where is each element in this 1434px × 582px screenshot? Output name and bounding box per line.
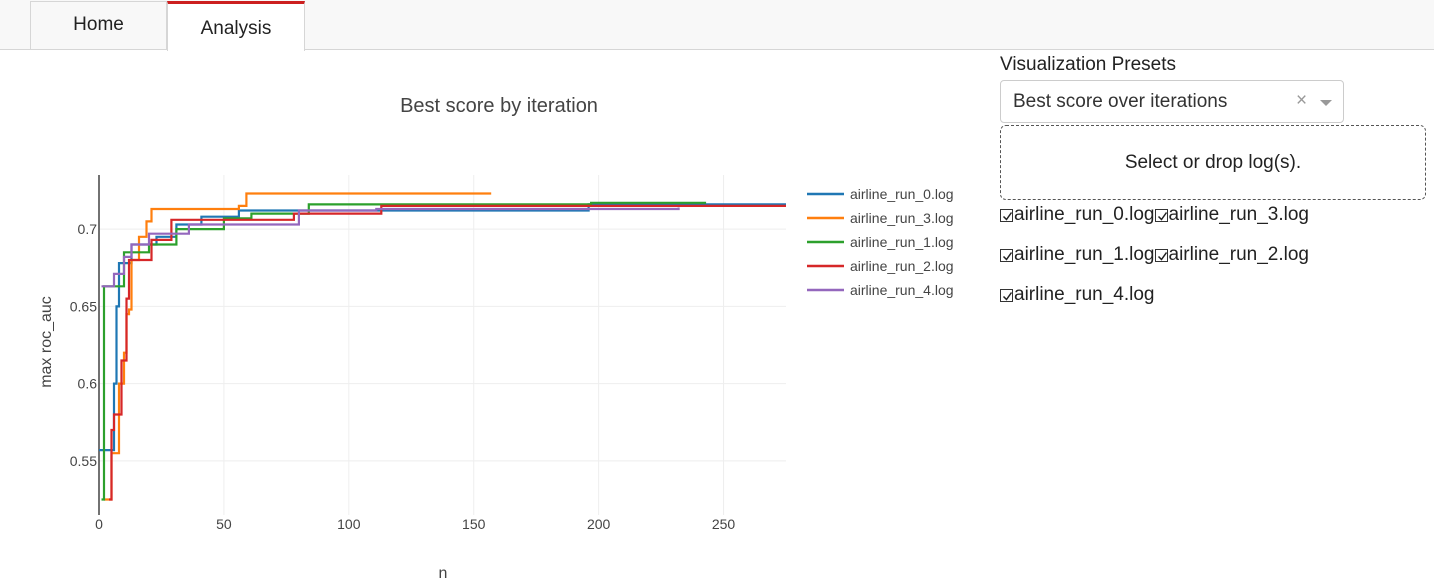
presets-selected-value: Best score over iterations — [1013, 91, 1228, 112]
log-checkbox-run-0[interactable]: airline_run_0.log — [1000, 203, 1155, 227]
x-tick-label: 0 — [95, 516, 103, 532]
checkbox-icon[interactable] — [1000, 249, 1013, 262]
legend-label-2: airline_run_1.log — [850, 234, 954, 250]
log-dropzone[interactable]: Select or drop log(s). — [1000, 125, 1426, 200]
log-checkbox-run-1[interactable]: airline_run_1.log — [1000, 243, 1155, 267]
series-line-0 — [99, 203, 786, 452]
chart-title: Best score by iteration — [400, 95, 598, 117]
best-score-chart: 0 50 100 150 200 250 0.55 0.6 0.65 0.7 Best score … — [38, 95, 954, 582]
chevron-down-icon[interactable] — [1320, 100, 1332, 106]
checkbox-icon[interactable] — [1000, 289, 1013, 302]
y-tick-label: 0.7 — [78, 221, 98, 237]
dropzone-text: Select or drop log(s). — [1124, 151, 1302, 173]
checkbox-icon[interactable] — [1154, 209, 1168, 222]
legend-label-3: airline_run_2.log — [850, 258, 954, 274]
y-tick-label: 0.65 — [70, 298, 97, 314]
x-tick-label: 200 — [587, 516, 611, 532]
legend-label-0: airline_run_0.log — [850, 186, 954, 202]
log-checkbox-run-3[interactable]: airline_run_3.log — [1154, 203, 1310, 227]
log-label: airline_run_4.log — [1014, 284, 1155, 305]
tab-bar: Home Analysis — [0, 0, 1434, 51]
log-label: airline_run_0.log — [1014, 204, 1155, 225]
presets-label: Visualization Presets — [1000, 54, 1177, 75]
log-checklist: airline_run_0.log airline_run_3.log airli… — [1000, 203, 1400, 323]
legend-label-1: airline_run_3.log — [850, 210, 954, 226]
log-checkbox-run-2[interactable]: airline_run_2.log — [1154, 243, 1310, 267]
tab-analysis[interactable]: Analysis — [167, 1, 305, 51]
x-tick-label: 150 — [462, 516, 486, 532]
checkbox-icon[interactable] — [1154, 249, 1168, 262]
checkbox-icon[interactable] — [1000, 209, 1013, 222]
log-label: airline_run_1.log — [1014, 244, 1155, 265]
y-tick-label: 0.6 — [78, 376, 98, 392]
log-checkbox-run-4[interactable]: airline_run_4.log — [1000, 283, 1155, 307]
series-line-4 — [101, 207, 680, 288]
series-line-2 — [101, 201, 707, 501]
clear-icon[interactable]: × — [1296, 90, 1308, 111]
x-axis-label: n — [439, 565, 448, 582]
x-tick-label: 50 — [216, 516, 232, 532]
y-tick-label: 0.55 — [70, 453, 97, 469]
log-label: airline_run_2.log — [1168, 244, 1310, 265]
x-tick-label: 100 — [337, 516, 361, 532]
y-axis-label: max roc_auc — [38, 296, 55, 388]
legend-label-4: airline_run_4.log — [850, 282, 954, 298]
log-label: airline_run_3.log — [1168, 204, 1310, 225]
x-tick-label: 250 — [712, 516, 736, 532]
tab-home[interactable]: Home — [30, 1, 167, 49]
series-line-3 — [109, 204, 786, 501]
presets-dropdown[interactable]: Best score over iterations × — [1000, 80, 1344, 123]
